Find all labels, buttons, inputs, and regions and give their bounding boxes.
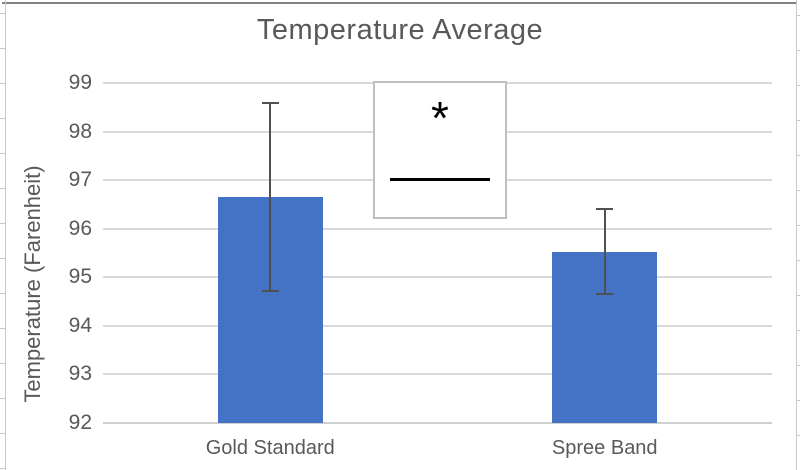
ruler-tick bbox=[796, 400, 800, 401]
ruler-tick bbox=[0, 398, 5, 399]
ruler-tick bbox=[0, 48, 5, 49]
ruler-tick bbox=[796, 435, 800, 436]
ruler-tick bbox=[796, 190, 800, 191]
chart-title: Temperature Average bbox=[256, 14, 544, 46]
ruler-tick bbox=[0, 328, 5, 329]
ruler-tick bbox=[796, 50, 800, 51]
ruler-tick bbox=[0, 258, 5, 259]
y-tick-label: 95 bbox=[68, 265, 92, 289]
error-bar-line bbox=[269, 103, 272, 291]
gridline bbox=[103, 276, 772, 279]
ruler-tick bbox=[0, 188, 5, 189]
error-bar-cap-bottom bbox=[596, 293, 614, 296]
gridline bbox=[103, 373, 772, 376]
x-axis-label: Spree Band bbox=[551, 437, 658, 459]
ruler-tick bbox=[796, 295, 800, 296]
ruler-tick bbox=[796, 85, 800, 86]
ruler-tick bbox=[796, 330, 800, 331]
right-ruler-line bbox=[796, 0, 797, 470]
ruler-tick bbox=[0, 293, 5, 294]
error-bar-cap-bottom bbox=[261, 289, 279, 292]
y-tick-label: 96 bbox=[68, 216, 92, 240]
gridline bbox=[103, 227, 772, 230]
ruler-tick bbox=[796, 260, 800, 261]
ruler-tick bbox=[796, 120, 800, 121]
y-axis-title: Temperature (Farenheit) bbox=[20, 165, 45, 403]
ruler-tick bbox=[0, 118, 5, 119]
gridline bbox=[103, 324, 772, 327]
ruler-tick bbox=[0, 223, 5, 224]
error-bar-cap-top bbox=[596, 207, 614, 210]
ruler-tick bbox=[0, 13, 5, 14]
ruler-tick bbox=[0, 363, 5, 364]
y-tick-label: 93 bbox=[68, 362, 92, 386]
ruler-tick bbox=[0, 153, 5, 154]
error-bar-line bbox=[603, 208, 606, 295]
left-ruler-line bbox=[5, 0, 6, 470]
ruler-tick bbox=[796, 225, 800, 226]
ruler-tick bbox=[796, 155, 800, 156]
y-tick-label: 94 bbox=[68, 313, 92, 337]
y-tick-label: 99 bbox=[68, 71, 92, 94]
x-axis-line bbox=[103, 422, 772, 424]
ruler-tick bbox=[796, 15, 800, 16]
y-tick-label: 97 bbox=[68, 168, 92, 192]
ruler-tick bbox=[796, 365, 800, 366]
error-bar-cap-top bbox=[261, 102, 279, 105]
ruler-tick bbox=[0, 83, 5, 84]
significance-asterisk: * bbox=[431, 92, 449, 144]
top-frame-line bbox=[2, 2, 797, 4]
y-tick-label: 98 bbox=[68, 119, 92, 143]
ruler-tick bbox=[0, 468, 5, 469]
significance-line bbox=[390, 178, 490, 181]
x-axis-label: Gold Standard bbox=[205, 437, 335, 459]
significance-box: * bbox=[373, 81, 507, 219]
ruler-tick bbox=[0, 433, 5, 434]
y-tick-label: 92 bbox=[68, 411, 92, 434]
